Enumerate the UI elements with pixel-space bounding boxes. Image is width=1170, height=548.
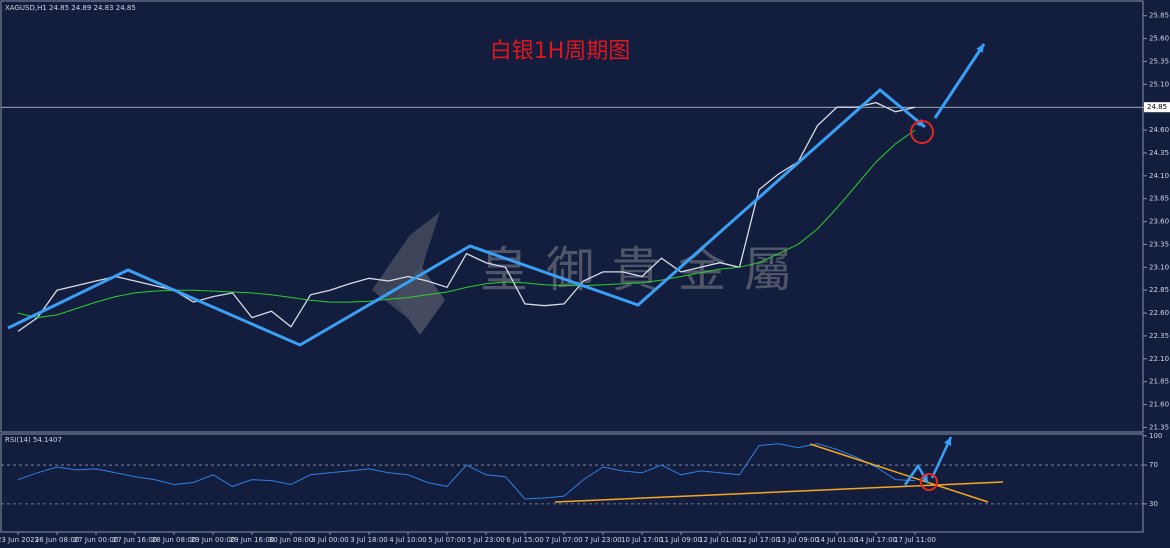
y-tick-label: 22.60 (1149, 309, 1169, 317)
x-tick-label: 11 Jul 09:00 (660, 536, 702, 544)
price-panel-frame (0, 0, 1144, 433)
y-tick-label: 30 (1149, 500, 1158, 508)
last-price-label: 24.85 (1147, 103, 1167, 111)
y-tick-label: 21.60 (1149, 401, 1169, 409)
x-tick-label: 29 Jun 00:00 (191, 536, 235, 544)
y-tick-label: 24.35 (1149, 149, 1169, 157)
chart-title: 白银1H周期图 (490, 39, 631, 64)
rsi-header: RSI(14) 54.1407 (5, 436, 62, 444)
y-tick-label: 25.35 (1149, 57, 1169, 65)
y-tick-label: 23.60 (1149, 218, 1169, 226)
arrow-head (976, 44, 984, 53)
trend-line (554, 481, 1004, 503)
annotation-arrow (933, 43, 986, 119)
x-tick-label: 5 Jul 23:00 (467, 536, 505, 544)
x-tick-label: 26 Jun 08:00 (35, 536, 79, 544)
x-tick-label: 12 Jul 17:00 (738, 536, 780, 544)
y-tick-label: 23.10 (1149, 263, 1169, 271)
x-tick-label: 3 Jul 00:00 (311, 536, 349, 544)
y-tick-label: 25.85 (1149, 12, 1169, 20)
y-tick-label: 22.10 (1149, 355, 1169, 363)
x-tick-label: 23 Jun 2023 (0, 536, 39, 544)
x-tick-label: 30 Jun 08:00 (269, 536, 313, 544)
x-tick-label: 5 Jul 07:00 (428, 536, 466, 544)
x-tick-label: 27 Jun 00:00 (74, 536, 118, 544)
y-tick-label: 21.35 (1149, 423, 1169, 431)
x-tick-label: 14 Jul 01:00 (816, 536, 858, 544)
x-tick-label: 29 Jun 16:00 (230, 536, 274, 544)
annotations (7, 43, 1004, 503)
x-tick-label: 10 Jul 17:00 (621, 536, 663, 544)
price-header: XAGUSD,H1 24.85 24.89 24.83 24.85 (5, 4, 136, 12)
y-tick-label: 21.85 (1149, 378, 1169, 386)
arrow-head (920, 474, 928, 483)
x-tick-label: 12 Jul 01:00 (699, 536, 741, 544)
y-tick-label: 22.35 (1149, 332, 1169, 340)
y-tick-label: 23.35 (1149, 240, 1169, 248)
x-tick-label: 28 Jun 08:00 (152, 536, 196, 544)
arrow-head (916, 118, 925, 127)
y-tick-label: 70 (1149, 461, 1158, 469)
trend-line (809, 443, 989, 503)
x-tick-label: 7 Jul 07:00 (545, 536, 583, 544)
x-tick-label: 4 Jul 10:00 (389, 536, 427, 544)
highlight-circle (920, 473, 938, 491)
x-tick-label: 7 Jul 23:00 (584, 536, 622, 544)
highlight-circle (910, 120, 934, 144)
x-tick-label: 3 Jul 18:00 (350, 536, 388, 544)
y-tick-label: 100 (1149, 432, 1162, 440)
watermark-text: 皇御貴金屬 (480, 242, 810, 298)
y-tick-label: 24.10 (1149, 172, 1169, 180)
y-tick-label: 24.60 (1149, 126, 1169, 134)
x-tick-label: 17 Jul 11:00 (894, 536, 936, 544)
arrow-head (944, 437, 952, 446)
y-tick-label: 25.10 (1149, 80, 1169, 88)
last-price-box (1144, 102, 1170, 113)
y-tick-label: 23.85 (1149, 195, 1169, 203)
y-tick-label: 22.85 (1149, 286, 1169, 294)
rsi-panel-frame (0, 433, 1144, 533)
x-tick-label: 27 Jun 16:00 (113, 536, 157, 544)
annotation-arrow (7, 88, 926, 347)
x-tick-label: 6 Jul 15:00 (506, 536, 544, 544)
series-line (17, 443, 916, 500)
y-tick-label: 25.60 (1149, 35, 1169, 43)
x-tick-label: 14 Jul 17:00 (855, 536, 897, 544)
series-line (17, 129, 916, 319)
x-tick-label: 13 Jul 09:00 (777, 536, 819, 544)
